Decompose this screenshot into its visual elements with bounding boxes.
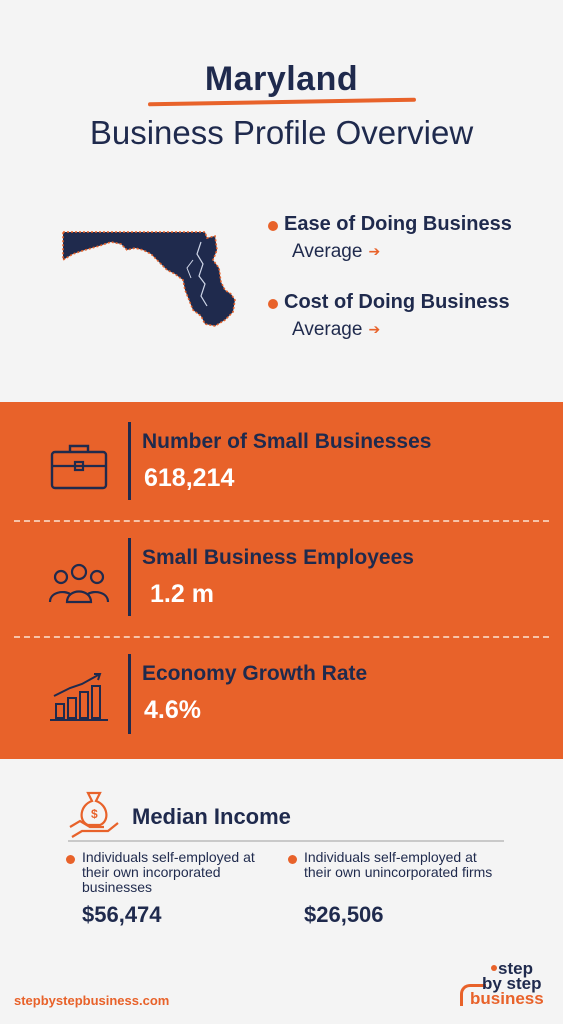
money-bag-hand-icon: $ [69, 791, 119, 838]
stat-divider [128, 422, 131, 500]
stat-value: 4.6% [144, 696, 201, 724]
brand-logo: step by step business [458, 960, 554, 1010]
income-desc: Individuals self-employed at their own i… [82, 849, 255, 895]
dashed-divider [14, 636, 549, 638]
growth-chart-icon [50, 673, 108, 721]
dashed-divider [14, 520, 549, 522]
ranking-value-text: Average [292, 241, 363, 262]
arrow-right-icon: ➔ [368, 321, 381, 338]
logo-text-step: step [498, 959, 533, 978]
stat-growth-rate: Economy Growth Rate 4.6% [0, 642, 563, 760]
page-subtitle: Business Profile Overview [89, 114, 474, 151]
svg-text:$: $ [91, 807, 98, 821]
ranking-label: Ease of Doing Business [284, 213, 512, 235]
stats-band: Number of Small Businesses 618,214 Small… [0, 402, 563, 759]
logo-text-by-step: by step [482, 974, 542, 993]
stat-value: 1.2 m [150, 580, 214, 608]
bullet-dot [288, 855, 297, 864]
stat-small-businesses: Number of Small Businesses 618,214 [0, 410, 563, 528]
income-amount: $56,474 [82, 902, 162, 927]
stat-label: Economy Growth Rate [142, 662, 368, 685]
page-title: Maryland [204, 60, 359, 98]
bullet-dot [268, 299, 278, 309]
arrow-right-icon: ➔ [368, 243, 381, 260]
ranking-value: Average ➔ [292, 319, 380, 341]
income-divider [68, 840, 504, 842]
ranking-value: Average ➔ [292, 241, 380, 263]
stat-label: Small Business Employees [142, 546, 414, 569]
stat-employees: Small Business Employees 1.2 m [0, 526, 563, 644]
income-amount: $26,506 [304, 902, 384, 927]
income-title: Median Income [132, 804, 291, 829]
maryland-map-icon [62, 231, 236, 327]
footer-link[interactable]: stepbystepbusiness.com [14, 993, 170, 1008]
stat-label: Number of Small Businesses [142, 430, 432, 453]
title-area: Maryland [0, 60, 563, 99]
logo-dot [491, 965, 497, 971]
logo-text-business: business [470, 989, 544, 1008]
stat-divider [128, 538, 131, 616]
logo-hook-icon [460, 984, 486, 1006]
stat-value: 618,214 [144, 464, 235, 492]
ranking-value-text: Average [292, 319, 363, 340]
bullet-dot [66, 855, 75, 864]
ranking-label: Cost of Doing Business [284, 291, 510, 313]
income-desc: Individuals self-employed at their own u… [304, 849, 493, 880]
bullet-dot [268, 221, 278, 231]
people-group-icon [48, 563, 110, 604]
briefcase-icon [50, 444, 108, 490]
stat-divider [128, 654, 131, 734]
